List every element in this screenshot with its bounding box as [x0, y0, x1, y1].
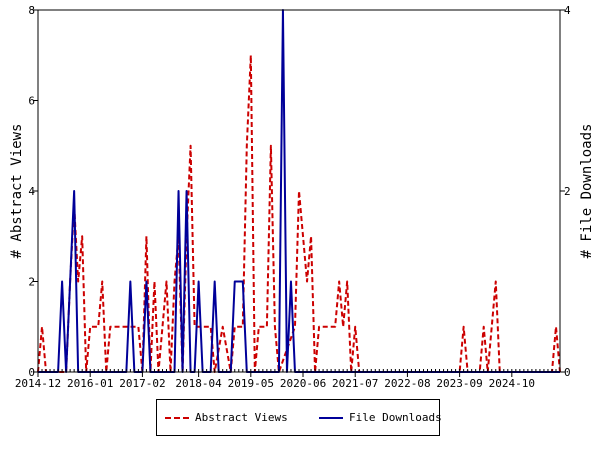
plot-frame: [37, 9, 561, 373]
x-tick-label: 2020-06: [280, 377, 326, 390]
legend-label-abstract-views: Abstract Views: [195, 411, 288, 424]
plot-area: [37, 9, 561, 373]
legend: Abstract Views File Downloads: [156, 399, 442, 436]
y-right-tick-label: 4: [564, 4, 571, 17]
x-tick-label: 2024-10: [489, 377, 535, 390]
y-right-tick-label: 0: [564, 366, 571, 379]
x-tick-label: 2017-02: [119, 377, 165, 390]
legend-swatch-file-downloads: [319, 417, 343, 419]
y-left-axis-title: # Abstract Views: [9, 124, 25, 259]
legend-swatch-abstract-views: [165, 417, 189, 419]
x-tick-label: 2019-05: [228, 377, 274, 390]
x-tick-label: 2018-04: [175, 377, 222, 390]
y-left-tick-label: 0: [28, 366, 35, 379]
series-line-file-downloads: [38, 9, 560, 373]
y-left-tick-label: 4: [28, 185, 35, 198]
x-tick-label: 2021-07: [332, 377, 378, 390]
x-tick-label: 2022-08: [384, 377, 430, 390]
x-tick-label: 2016-01: [67, 377, 113, 390]
legend-label-file-downloads: File Downloads: [349, 411, 442, 424]
x-tick-label: 2023-09: [436, 377, 482, 390]
x-tick-label: 2014-12: [15, 377, 61, 390]
y-left-tick-label: 8: [28, 4, 35, 17]
series-line-abstract-views: [37, 54, 561, 373]
y-left-tick-label: 6: [28, 95, 35, 108]
y-right-axis-title: # File Downloads: [579, 124, 595, 259]
axes: 2014-12 2016-01 2017-02 2018-04 2019-05 2020-…: [9, 4, 595, 390]
y-right-tick-label: 2: [564, 185, 571, 198]
y-left-tick-label: 2: [28, 276, 35, 289]
